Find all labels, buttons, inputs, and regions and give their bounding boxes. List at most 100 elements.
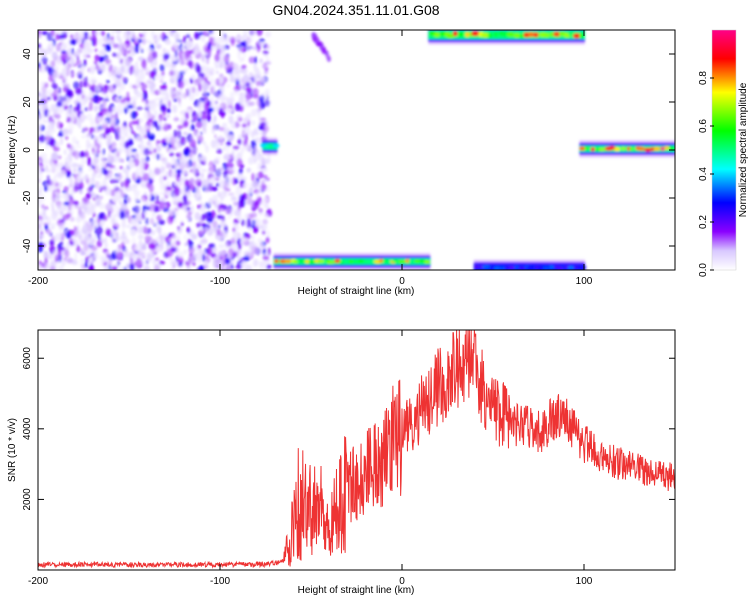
speckle-mark [159, 176, 164, 185]
speckle-mark [93, 60, 99, 66]
speckle-mark [202, 251, 207, 255]
speckle-mark [108, 165, 116, 169]
speckle-mark [66, 89, 73, 98]
band-hotspot [514, 265, 519, 269]
speckle-mark [70, 72, 74, 76]
speckle-mark [104, 251, 110, 255]
speckle-mark [153, 58, 157, 67]
speckle-mark [207, 211, 213, 217]
spectrogram-x-label: Height of straight line (km) [298, 286, 415, 297]
speckle-mark [198, 76, 202, 84]
speckle-mark [99, 58, 103, 64]
speckle-mark [106, 201, 114, 210]
speckle-mark [103, 265, 109, 270]
speckle-mark [47, 253, 54, 260]
speckle-mark [122, 231, 125, 236]
speckle-mark [237, 248, 242, 255]
speckle-mark [186, 214, 192, 219]
speckle-mark [143, 227, 148, 234]
speckle-mark [190, 119, 196, 123]
speckle-mark [236, 122, 241, 128]
speckle-mark [123, 44, 128, 48]
speckle-mark [243, 33, 248, 41]
region-band-zero [579, 140, 675, 158]
speckle-mark [166, 180, 170, 186]
speckle-mark [100, 63, 106, 73]
speckle-mark [160, 104, 167, 112]
speckle-mark [161, 71, 165, 76]
speckle-mark [122, 238, 130, 245]
speckle-mark [223, 39, 230, 44]
band-hotspot [577, 265, 587, 270]
speckle-mark [144, 235, 152, 242]
speckle-mark [225, 149, 230, 155]
speckle-mark [159, 34, 165, 40]
speckle-mark [80, 251, 86, 256]
speckle-mark [51, 211, 58, 221]
speckle-mark [225, 264, 231, 270]
speckle-mark [209, 36, 214, 44]
speckle-mark [123, 253, 130, 258]
speckle-mark [85, 151, 90, 158]
speckle-mark [203, 226, 210, 232]
speckle-mark [190, 245, 195, 254]
speckle-mark [155, 74, 160, 81]
speckle-mark [86, 139, 90, 143]
speckle-mark [209, 95, 214, 101]
speckle-mark [146, 131, 151, 138]
band-hotspot [419, 258, 426, 263]
speckle-mark [165, 137, 171, 143]
speckle-mark [208, 228, 213, 232]
speckle-mark [183, 35, 187, 44]
speckle-mark [221, 112, 225, 119]
band-hotspot [660, 146, 666, 151]
band-hotspot [498, 266, 506, 270]
speckle-mark [134, 216, 142, 223]
speckle-mark [140, 163, 145, 169]
speckle-mark [183, 119, 189, 128]
speckle-mark [182, 169, 187, 174]
band-hotspot [408, 259, 414, 263]
colorbar-tick-label: 0.6 [698, 119, 709, 133]
speckle-mark [197, 117, 202, 123]
speckle-mark [242, 53, 247, 58]
speckle-mark [47, 263, 51, 269]
snr-x-label: Height of straight line (km) [298, 585, 415, 596]
speckle-mark [226, 107, 234, 113]
speckle-mark [71, 162, 78, 168]
speckle-mark [162, 232, 168, 237]
speckle-mark [231, 149, 235, 159]
speckle-mark [38, 241, 44, 249]
speckle-mark [102, 185, 107, 191]
speckle-mark [86, 188, 90, 192]
speckle-mark [171, 169, 178, 179]
speckle-mark [59, 210, 64, 216]
speckle-mark [233, 69, 241, 75]
band-hotspot [326, 260, 335, 265]
speckle-mark [207, 41, 212, 51]
band-hotspot [579, 146, 586, 151]
speckle-mark [230, 250, 234, 259]
band-hotspot [474, 265, 480, 269]
speckle-mark [150, 252, 155, 258]
speckle-mark [38, 113, 43, 120]
speckle-mark [195, 176, 202, 181]
x-tick-label: -200 [28, 576, 48, 587]
speckle-mark [52, 177, 57, 184]
band-hotspot [653, 146, 661, 151]
region-tail-top [311, 32, 331, 62]
tail-mark [313, 35, 317, 42]
speckle-mark [162, 141, 167, 147]
speckle-mark [169, 70, 175, 77]
speckle-mark [230, 39, 235, 46]
speckle-mark [149, 40, 153, 45]
speckle-mark [144, 105, 150, 112]
speckle-mark [73, 81, 80, 90]
speckle-mark [169, 208, 177, 217]
speckle-mark [139, 226, 145, 232]
speckle-mark [64, 249, 70, 259]
speckle-mark [131, 254, 137, 260]
band-hotspot [518, 266, 526, 270]
band-hotspot [543, 266, 549, 270]
speckle-mark [54, 233, 61, 240]
